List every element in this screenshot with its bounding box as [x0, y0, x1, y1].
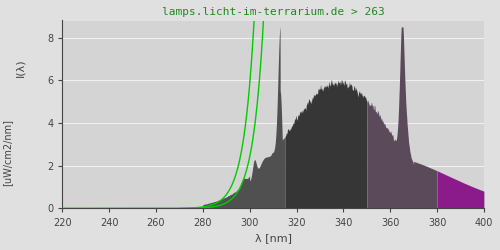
Text: [uW/cm2/nm]: [uW/cm2/nm]	[2, 118, 12, 186]
Text: I(λ): I(λ)	[15, 58, 25, 77]
Title: lamps.licht-im-terrarium.de > 263: lamps.licht-im-terrarium.de > 263	[162, 7, 384, 17]
X-axis label: λ [nm]: λ [nm]	[254, 233, 292, 243]
